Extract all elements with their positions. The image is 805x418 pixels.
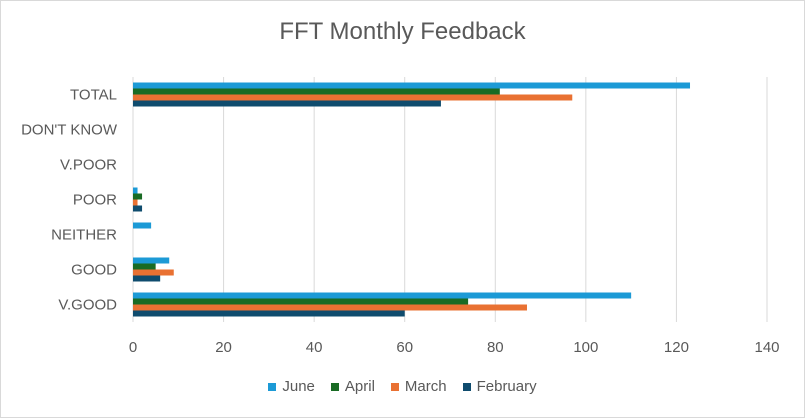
legend-swatch [462,382,471,391]
y-category-label: V.GOOD [58,297,117,314]
bar-april-poor [133,193,143,200]
bar-april-v-good [133,298,469,305]
legend-label: February [476,378,537,395]
chart-title: FFT Monthly Feedback [279,18,526,45]
bar-february-v-good [133,310,405,317]
legend-swatch [268,382,277,391]
bar-june-total [133,82,691,89]
x-tick-label: 0 [129,339,137,356]
x-tick-label: 100 [573,339,598,356]
bar-june-poor [133,187,138,194]
x-tick-label: 80 [487,339,504,356]
bar-february-total [133,100,441,107]
bar-june-v-good [133,292,632,299]
bar-april-good [133,263,156,270]
y-category-label: GOOD [71,262,117,279]
x-tick-label: 140 [754,339,779,356]
bar-march-poor [133,199,138,206]
x-tick-label: 60 [396,339,413,356]
bar-february-poor [133,205,143,212]
y-category-label: POOR [73,192,117,209]
bar-february-good [133,275,161,282]
x-tick-label: 40 [306,339,323,356]
legend-item: February [462,378,537,395]
bar-march-v-good [133,304,527,311]
y-category-label: NEITHER [51,227,117,244]
bar-june-neither [133,222,152,229]
legend-label: June [282,378,315,395]
y-category-label: DON'T KNOW [21,122,118,139]
legend-item: April [330,378,375,395]
y-category-label: TOTAL [70,87,117,104]
bar-march-total [133,94,573,101]
x-tick-label: 20 [215,339,232,356]
bar-june-good [133,257,170,264]
legend-label: March [404,378,447,395]
legend-item: March [390,378,447,395]
x-tick-label: 120 [664,339,689,356]
legend-item: June [268,378,315,395]
y-category-label: V.POOR [60,157,117,174]
chart-legend: June April March February [0,378,805,395]
legend-label: April [344,378,375,395]
legend-swatch [390,382,399,391]
bar-april-total [133,88,500,95]
bar-march-good [133,269,174,276]
legend-swatch [330,382,339,391]
